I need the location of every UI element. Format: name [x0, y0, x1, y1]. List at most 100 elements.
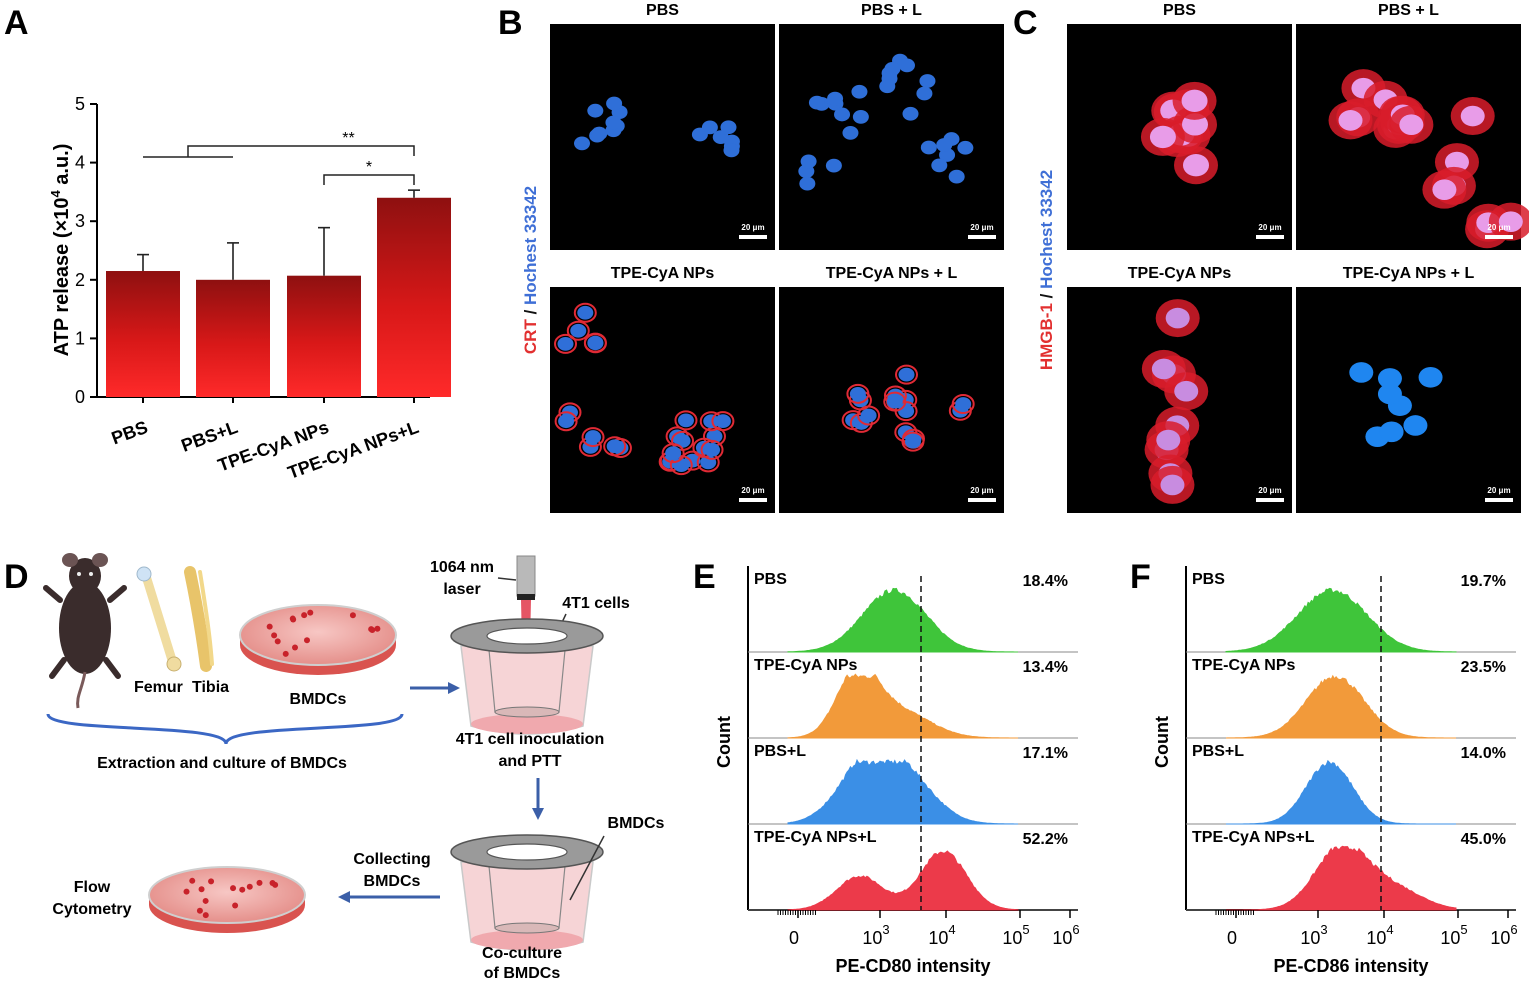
positive-percentage: 14.0%	[1461, 745, 1506, 762]
transwell-insert-icon	[450, 618, 604, 735]
micrograph-title: PBS + L	[1378, 2, 1439, 19]
nucleus	[1160, 474, 1185, 496]
scale-bar-label: 20 μm	[741, 486, 764, 495]
dish-medium	[148, 866, 306, 924]
scale-bar-label: 20 μm	[1487, 223, 1510, 232]
panel-label-b: B	[498, 4, 523, 42]
nucleus	[558, 414, 575, 429]
membrane-stain	[674, 410, 698, 431]
membrane-stain	[857, 405, 881, 426]
nucleus	[886, 394, 903, 409]
scale-bar	[1256, 235, 1284, 239]
nucleus	[1498, 211, 1523, 232]
membrane-stain	[661, 443, 685, 464]
coculture-label-1: Co-culture	[482, 945, 562, 962]
micrograph-title: TPE-CyA NPs	[1128, 265, 1232, 282]
micrograph-tile: TPE-CyA NPs + L 20 μm	[779, 265, 1004, 513]
membrane-stain	[566, 320, 590, 341]
tibia-bone-icon	[184, 566, 214, 672]
cells-label: 4T1 cells	[562, 595, 630, 612]
nucleus	[557, 336, 574, 351]
x-tick-label: 105	[1002, 922, 1029, 948]
cell-dot	[196, 907, 203, 914]
micrograph-title: TPE-CyA NPs	[611, 265, 715, 282]
membrane-stain	[669, 455, 693, 476]
nucleus	[1174, 380, 1199, 402]
micrograph-title: PBS + L	[861, 2, 922, 19]
nucleus	[1349, 362, 1374, 383]
membrane-stain	[901, 431, 925, 452]
nucleus	[808, 95, 825, 110]
y-tick-label: 0	[75, 387, 85, 407]
x-tick-label: 104	[928, 922, 955, 948]
nucleus	[919, 74, 936, 88]
extraction-label: Extraction and culture of BMDCs	[97, 755, 347, 772]
bar	[106, 271, 180, 397]
nucleus	[704, 442, 721, 457]
insert-membrane	[494, 706, 560, 718]
inoculation-label-1: 4T1 cell inoculation	[456, 731, 604, 748]
dish-medium	[239, 604, 397, 666]
arrow-down-icon	[532, 778, 544, 820]
y-axis-label: Count	[1152, 716, 1172, 768]
coculture-transwell-icon	[450, 834, 604, 951]
insert-opening	[486, 843, 568, 861]
scale-bar	[1256, 498, 1284, 502]
cell-dot	[232, 902, 239, 909]
nucleus	[902, 106, 919, 121]
petri-dish-icon	[239, 604, 397, 675]
nucleus	[1151, 358, 1176, 380]
nucleus	[1460, 105, 1485, 127]
nucleus	[714, 414, 731, 428]
x-tick-label: 106	[1490, 922, 1517, 948]
nucleus	[1418, 366, 1443, 388]
panel-label-a: A	[4, 4, 29, 42]
nucleus	[1165, 307, 1190, 329]
nucleus	[1403, 415, 1428, 436]
membrane-stain	[700, 439, 724, 460]
nucleus	[879, 79, 896, 94]
nucleus	[1181, 89, 1208, 113]
nucleus	[723, 143, 740, 158]
nucleus	[1182, 154, 1209, 177]
nucleus	[955, 397, 972, 411]
nucleus	[673, 458, 690, 473]
histogram-series-label: PBS+L	[1192, 743, 1244, 760]
significance-mark: **	[342, 130, 354, 147]
femur-bone-icon	[136, 566, 182, 672]
cell-dot	[282, 650, 289, 657]
membrane-stain	[583, 333, 607, 354]
micrograph-tile: PBS 20 μm	[1067, 2, 1292, 250]
histogram-series-label: TPE-CyA NPs+L	[1192, 829, 1315, 846]
membrane-stain	[603, 436, 627, 457]
x-tick-label: 0	[789, 928, 799, 948]
nucleus	[948, 169, 965, 184]
micrograph-image	[550, 287, 775, 513]
collecting-label-1: Collecting	[353, 851, 430, 868]
scale-bar-label: 20 μm	[1258, 486, 1281, 495]
membrane-stain	[895, 364, 919, 385]
x-tick-label: 0	[1227, 928, 1237, 948]
bmdcs-coculture-label: BMDCs	[608, 815, 665, 832]
scale-bar-label: 20 μm	[1258, 223, 1281, 232]
nucleus	[898, 367, 915, 382]
cd86-flow-histogram: PBS 19.7% TPE-CyA NPs 23.5% PBS+L 14.0% TPE-Cy…	[1152, 566, 1518, 976]
micrograph-tile: TPE-CyA NPs + L 20 μm	[1296, 265, 1521, 513]
histogram-area	[1226, 845, 1457, 911]
x-axis-label: PE-CD86 intensity	[1273, 956, 1428, 976]
nucleus	[904, 434, 921, 449]
x-tick-label: 104	[1366, 922, 1393, 948]
nucleus	[1399, 114, 1424, 136]
membrane-stain	[554, 411, 578, 432]
arrow-left-icon	[338, 891, 440, 903]
cell-dot	[208, 878, 215, 885]
scale-bar	[1485, 235, 1513, 239]
inoculation-label-2: and PTT	[498, 753, 561, 770]
micrograph-title: PBS	[1163, 2, 1196, 19]
positive-percentage: 19.7%	[1461, 573, 1506, 590]
bar	[377, 197, 451, 397]
y-axis-label: ATP release (×104 a.u.)	[48, 144, 73, 357]
nucleus	[605, 115, 622, 130]
cell-dot	[349, 612, 356, 619]
membrane-stain	[573, 302, 597, 323]
